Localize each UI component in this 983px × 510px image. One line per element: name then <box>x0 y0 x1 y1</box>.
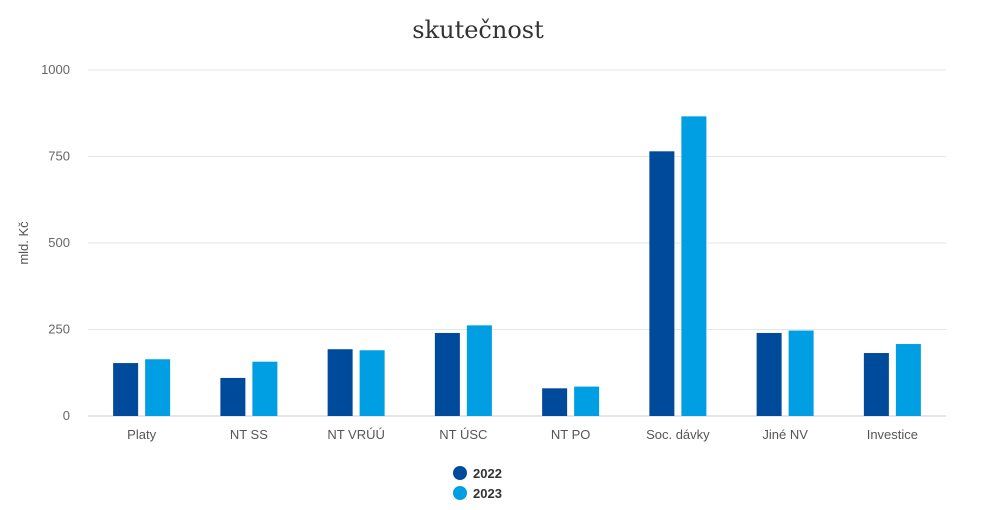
y-tick-label: 500 <box>48 235 70 250</box>
bar[interactable] <box>113 363 139 416</box>
legend-label: 2022 <box>473 466 502 481</box>
legend-marker <box>453 466 467 480</box>
bar[interactable] <box>327 349 353 416</box>
legend-item[interactable]: 2022 <box>453 466 502 481</box>
bar[interactable] <box>895 344 921 416</box>
legend[interactable]: 2022 2023 <box>453 466 502 501</box>
x-tick-label: Jiné NV <box>762 427 808 442</box>
y-tick-label: 0 <box>63 408 70 423</box>
bar[interactable] <box>542 388 568 416</box>
legend-item[interactable]: 2023 <box>453 486 502 501</box>
bars <box>113 116 921 416</box>
x-category-labels: Platy NT SS NT VRÚÚ NT ÚSC NT PO Soc. dávky Ji… <box>127 427 918 442</box>
bar[interactable] <box>649 151 675 416</box>
x-tick-label: NT SS <box>230 427 268 442</box>
x-tick-label: Soc. dávky <box>646 427 710 442</box>
x-tick-label: Platy <box>127 427 156 442</box>
bar[interactable] <box>252 361 278 416</box>
y-axis-label: mld. Kč <box>16 221 31 265</box>
bar[interactable] <box>681 116 707 416</box>
bar[interactable] <box>574 386 600 416</box>
bar[interactable] <box>863 353 889 416</box>
y-tick-label: 750 <box>48 149 70 164</box>
x-tick-label: NT VRÚÚ <box>327 427 385 442</box>
bar[interactable] <box>145 359 171 416</box>
bar[interactable] <box>466 325 492 416</box>
y-tick-label: 250 <box>48 322 70 337</box>
x-tick-label: NT PO <box>551 427 591 442</box>
grid-layer <box>88 69 946 417</box>
y-tick-label: 1000 <box>41 62 70 77</box>
bar[interactable] <box>788 330 814 416</box>
x-tick-label: Investice <box>867 427 918 442</box>
bar[interactable] <box>220 377 246 416</box>
x-tick-label: NT ÚSC <box>439 427 487 442</box>
legend-marker <box>453 486 467 500</box>
bar[interactable] <box>359 350 385 416</box>
bar[interactable] <box>756 332 782 416</box>
chart-title: skutečnost <box>412 16 544 44</box>
bar[interactable] <box>434 332 460 416</box>
legend-label: 2023 <box>473 486 502 501</box>
y-tick-labels: 0 250 500 750 1000 <box>41 62 70 423</box>
